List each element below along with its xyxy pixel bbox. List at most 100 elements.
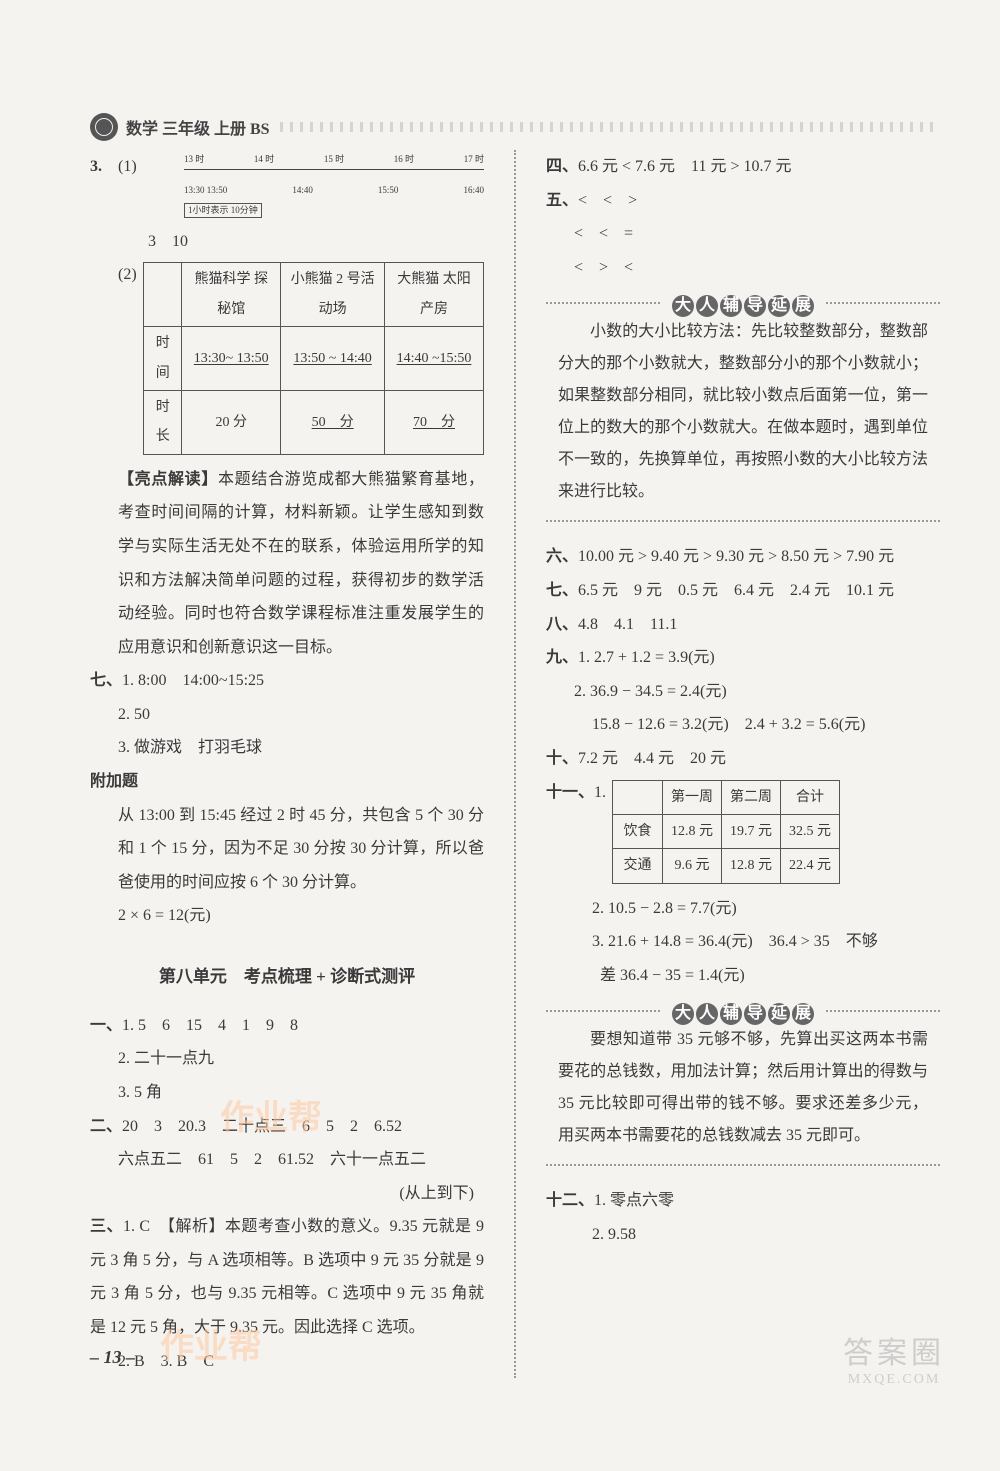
additional-text: 从 13:00 到 15:45 经过 2 时 45 分，共包含 5 个 30 分… [90, 799, 484, 900]
tl-bot-3: 16:40 [463, 181, 484, 200]
t1-r1c0: 时长 [144, 390, 182, 454]
t2-r1c2: 12.8 元 [722, 849, 781, 883]
tl-top-1: 14 时 [254, 150, 274, 169]
right-column: 四、6.6 元 < 7.6 元 11 元 > 10.7 元 五、< < > < … [546, 150, 940, 1378]
left-column: 3. (1) 13 时 14 时 15 时 16 时 17 时 [90, 150, 484, 1378]
r-q7-label: 七、 [546, 582, 578, 599]
t1-r1c1: 20 分 [182, 390, 281, 454]
table-row: 时长 20 分 50 分 70 分 [144, 390, 484, 454]
t1-h1: 熊猫科学 探秘馆 [182, 263, 281, 327]
r-q9-2b: 15.8 − 12.6 = 3.2(元) 2.4 + 3.2 = 5.6(元) [546, 708, 940, 742]
r-q5-r3: < > < [546, 251, 940, 285]
r-q11-label: 十一、 [546, 776, 594, 810]
t1-h3: 大熊猫 太阳产房 [385, 263, 484, 327]
r-q9-2: 2. 36.9 − 34.5 = 2.4(元) [546, 675, 940, 709]
r-q12-2: 2. 9.58 [546, 1218, 940, 1252]
t1-r1c2: 50 分 [312, 415, 354, 430]
r-q8-label: 八、 [546, 616, 578, 633]
tl-bot-1: 14:40 [292, 181, 313, 200]
r-q12-1: 1. 零点六零 [594, 1192, 674, 1209]
page-number: – 13 – [90, 1347, 135, 1368]
t2-h3: 合计 [781, 780, 840, 814]
r-q5-r1: < < > [578, 192, 637, 209]
highlight-block: 【亮点解读】本题结合游览成都大熊猫繁育基地，考查时间间隔的计算，材料新颖。让学生… [118, 463, 484, 665]
r-q4-label: 四、 [546, 158, 578, 175]
tl-top-2: 15 时 [324, 150, 344, 169]
supp1-text: 小数的大小比较方法：先比较整数部分，整数部分大的那个小数就大，整数部分小的那个小… [558, 316, 928, 508]
page-header: 数学 三年级 上册 BS [90, 112, 940, 142]
additional-calc: 2 × 6 = 12(元) [90, 899, 484, 933]
r-q9-1: 1. 2.7 + 1.2 = 3.9(元) [578, 649, 715, 666]
u2-label: 二、 [90, 1118, 122, 1135]
r-q8: 4.8 4.1 11.1 [578, 616, 677, 633]
header-emblem-icon [90, 113, 118, 141]
highlight-label: 【亮点解读】 [118, 471, 218, 488]
r-q5-label: 五、 [546, 192, 578, 209]
t2-r0c3: 32.5 元 [781, 814, 840, 848]
timeline-bottom-labels: 13:30 13:50 14:40 15:50 16:40 [184, 181, 484, 200]
t2-h2: 第二周 [722, 780, 781, 814]
header-title: 数学 三年级 上册 BS [126, 115, 270, 139]
timeline-diagram: 13 时 14 时 15 时 16 时 17 时 13:30 13:50 14:… [184, 150, 484, 221]
r-q11-3b: 差 36.4 − 35 = 1.4(元) [546, 959, 940, 993]
q3-label: 3. [90, 150, 118, 664]
u2-line2: 六点五二 61 5 2 61.52 六十一点五二 [90, 1143, 484, 1177]
q7-label: 七、 [90, 672, 122, 689]
corner-wm-en: MXQE.COM [843, 1372, 945, 1388]
supplement-box-2: 大人辅导延展 要想知道带 35 元够不够，先算出买这两本书需要花的总钱数，用加法… [546, 1010, 940, 1166]
tl-top-4: 17 时 [464, 150, 484, 169]
supplement-box-1: 大人辅导延展 小数的大小比较方法：先比较整数部分，整数部分大的那个小数就大，整数… [546, 302, 940, 522]
r-q12-label: 十二、 [546, 1192, 594, 1209]
q7-1: 1. 8:00 14:00~15:25 [122, 672, 264, 689]
q7-3: 3. 做游戏 打羽毛球 [90, 731, 484, 765]
tl-top-3: 16 时 [394, 150, 414, 169]
t1-r1c3: 70 分 [413, 415, 455, 430]
r-q4: 6.6 元 < 7.6 元 11 元 > 10.7 元 [578, 158, 791, 175]
r-q6: 10.00 元 > 9.40 元 > 9.30 元 > 8.50 元 > 7.9… [578, 548, 894, 565]
timeline-legend-box: 1小时表示 10分钟 [184, 203, 262, 218]
r-q6-label: 六、 [546, 548, 578, 565]
u1-label: 一、 [90, 1017, 122, 1034]
u2-line1: 20 3 20.3 二十点三 6 5 2 6.52 [122, 1118, 402, 1135]
t1-h2: 小熊猫 2 号活动场 [281, 263, 385, 327]
supp1-title: 大人辅导延展 [661, 290, 825, 322]
t1-r0c3: 14:40 ~15:50 [397, 351, 472, 366]
highlight-text: 本题结合游览成都大熊猫繁育基地，考查时间间隔的计算，材料新颖。让学生感知到数学与… [118, 471, 484, 656]
corner-wm-cn: 答案圈 [843, 1328, 945, 1372]
t2-h1: 第一周 [663, 780, 722, 814]
t1-r0c1: 13:30~ 13:50 [194, 351, 269, 366]
u1-3: 3. 5 角 [90, 1076, 484, 1110]
corner-watermark: 答案圈 MXQE.COM [843, 1328, 945, 1388]
table-row: 熊猫科学 探秘馆 小熊猫 2 号活动场 大熊猫 太阳产房 [144, 263, 484, 327]
table-row: 交通 9.6 元 12.8 元 22.4 元 [613, 849, 840, 883]
r-q7: 6.5 元 9 元 0.5 元 6.4 元 2.4 元 10.1 元 [578, 582, 894, 599]
u3-1-text: 本题考查小数的意义。9.35 元就是 9 元 3 角 5 分，与 A 选项相等。… [90, 1218, 484, 1336]
tl-top-0: 13 时 [184, 150, 204, 169]
u1-1: 1. 5 6 15 4 1 9 8 [122, 1017, 298, 1034]
u3-label: 三、 [90, 1218, 123, 1235]
q3-2-table: 熊猫科学 探秘馆 小熊猫 2 号活动场 大熊猫 太阳产房 时间 13:30~ 1… [143, 262, 484, 454]
q7-2: 2. 50 [90, 698, 484, 732]
t2-r0c1: 12.8 元 [663, 814, 722, 848]
t1-r0c2: 13:50 ~ 14:40 [293, 351, 371, 366]
u3-2: 2. B 3. B C [90, 1345, 484, 1379]
timeline-top-labels: 13 时 14 时 15 时 16 时 17 时 [184, 150, 484, 169]
q11-table: 第一周 第二周 合计 饮食 12.8 元 19.7 元 32.5 元 交通 9.… [612, 780, 840, 884]
u1-2: 2. 二十一点九 [90, 1042, 484, 1076]
t1-h0 [144, 263, 182, 327]
column-divider [514, 150, 516, 1378]
unit8-title: 第八单元 考点梳理 + 诊断式测评 [90, 959, 484, 995]
table-row: 饮食 12.8 元 19.7 元 32.5 元 [613, 814, 840, 848]
table-row: 第一周 第二周 合计 [613, 780, 840, 814]
u3-1-head: 1. C 【解析】 [123, 1218, 225, 1235]
r-q5-r2: < < = [546, 217, 940, 251]
r-q10: 7.2 元 4.4 元 20 元 [578, 750, 726, 767]
t2-r1c3: 22.4 元 [781, 849, 840, 883]
table-row: 时间 13:30~ 13:50 13:50 ~ 14:40 14:40 ~15:… [144, 327, 484, 391]
supp2-title: 大人辅导延展 [661, 998, 825, 1030]
u2-note: (从上到下) [90, 1177, 484, 1211]
r-q11-2: 2. 10.5 − 2.8 = 7.7(元) [546, 892, 940, 926]
t2-h0 [613, 780, 663, 814]
t2-r0c2: 19.7 元 [722, 814, 781, 848]
q3-2-label: (2) [118, 258, 143, 292]
